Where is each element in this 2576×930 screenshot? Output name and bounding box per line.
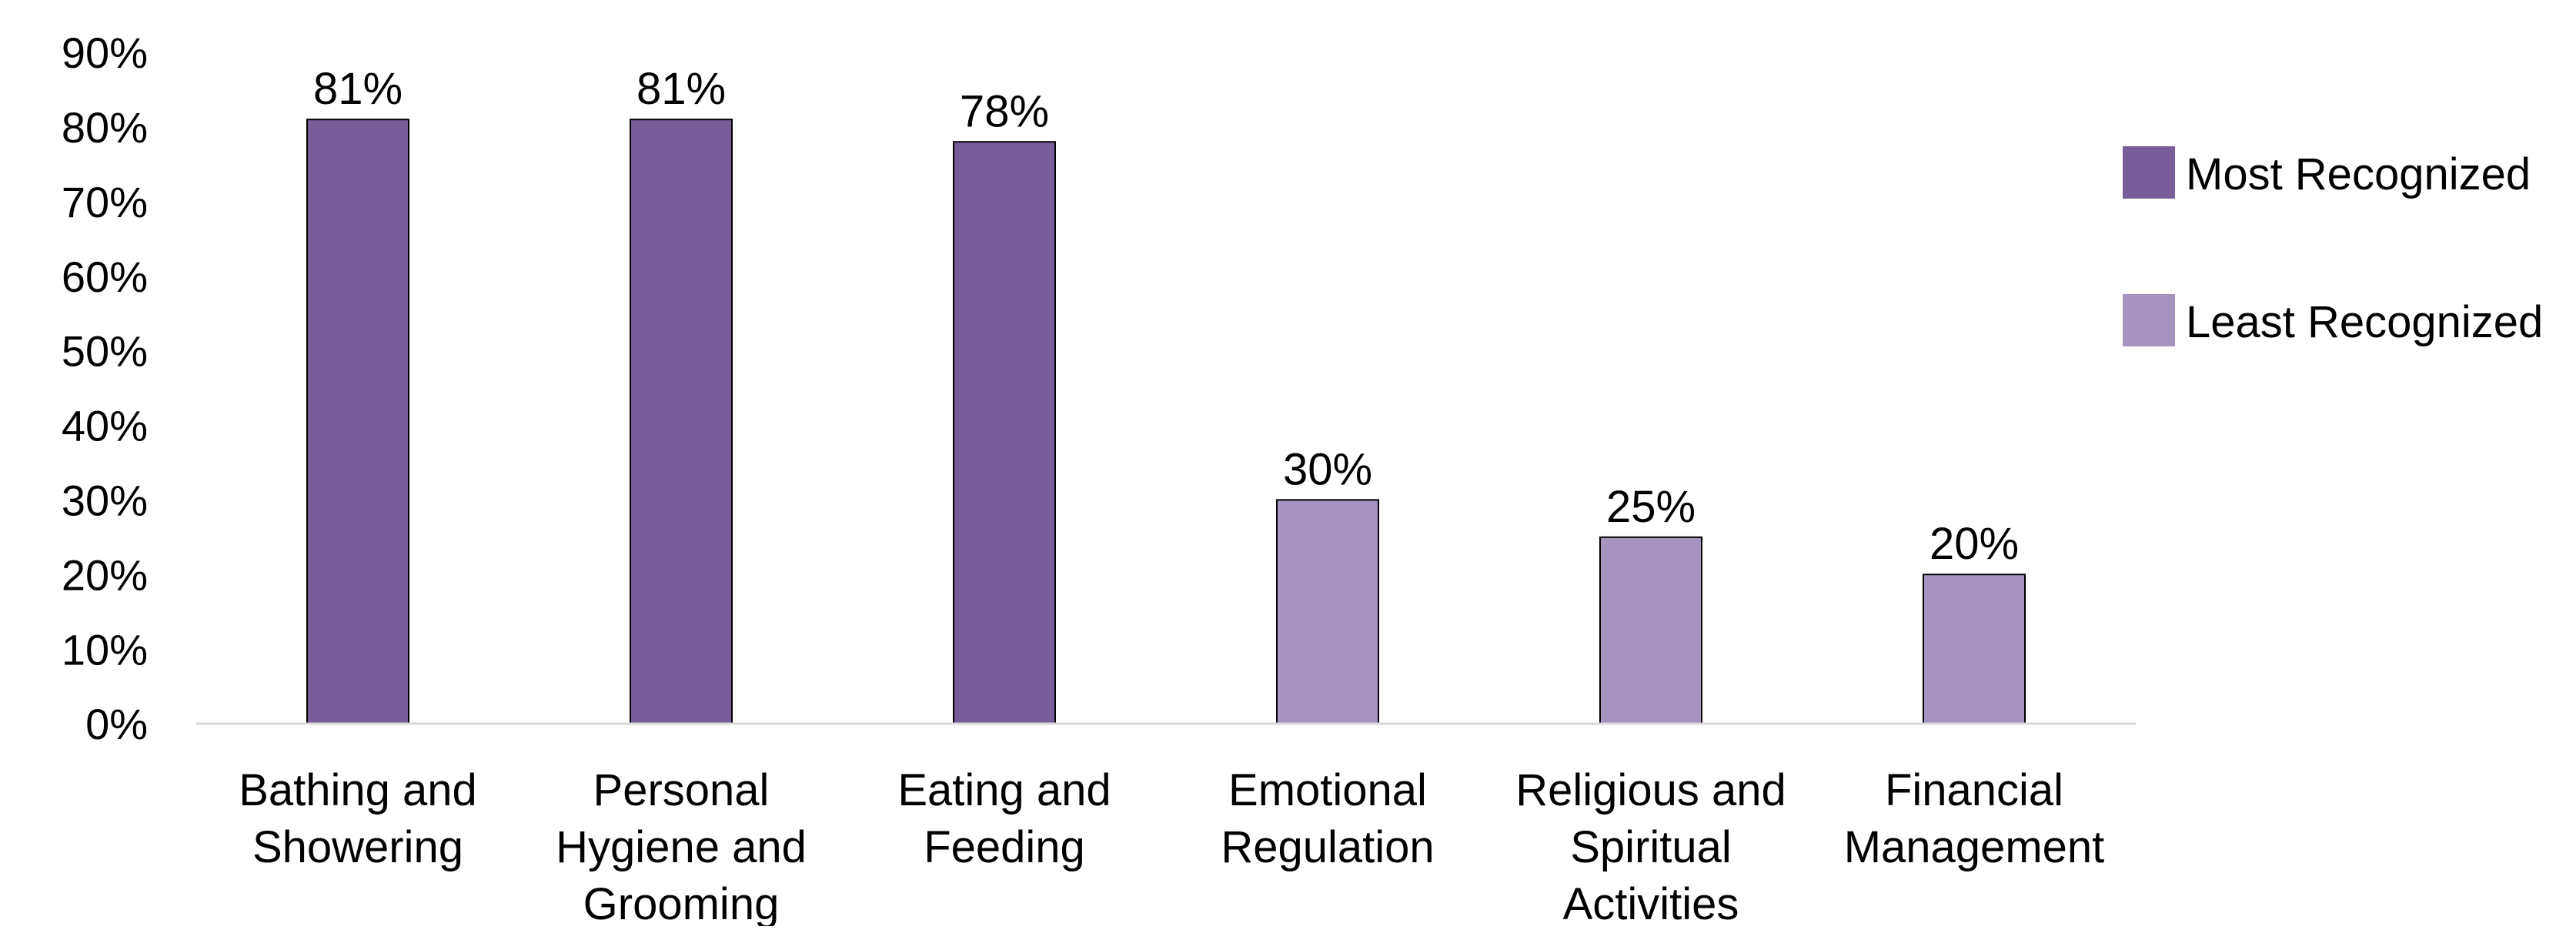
legend-label: Least Recognized <box>2186 297 2543 347</box>
x-tick-label-line: Emotional <box>1228 765 1427 815</box>
x-tick-label: Personal Hygiene and Grooming <box>556 765 807 926</box>
x-tick-label-line: Showering <box>252 822 463 872</box>
bar-6 <box>1923 574 2026 724</box>
y-tick-label: 20% <box>62 550 148 599</box>
x-tick-label-line: Regulation <box>1221 822 1434 872</box>
y-tick-label: 30% <box>62 476 148 524</box>
bar-1 <box>306 119 409 724</box>
data-label: 25% <box>1606 482 1696 532</box>
x-tick-label-line: Grooming <box>583 879 780 926</box>
bar-4 <box>1276 499 1379 724</box>
x-tick-label: Eating and Feeding <box>897 765 1111 872</box>
x-tick-label: Religious and Spiritual Activities <box>1515 765 1786 926</box>
x-tick-label-line: Spiritual <box>1570 822 1732 872</box>
legend-label: Most Recognized <box>2186 149 2531 199</box>
x-tick-label-line: Religious and <box>1515 765 1786 815</box>
data-label: 81% <box>636 64 726 114</box>
data-label: 81% <box>313 64 403 114</box>
x-tick-label: Emotional Regulation <box>1221 765 1434 872</box>
x-tick-label-line: Bathing and <box>239 765 477 815</box>
y-axis-tick-labels: 0% 10% 20% 30% 40% 50% 60% 70% 80% 90% <box>62 28 148 748</box>
data-label: 78% <box>960 86 1049 136</box>
data-label: 30% <box>1283 444 1372 494</box>
y-tick-label: 50% <box>62 327 148 376</box>
y-tick-label: 10% <box>62 625 148 674</box>
bars <box>306 119 2026 724</box>
x-tick-label-line: Personal <box>593 765 770 815</box>
x-axis-category-labels: Bathing and Showering Personal Hygiene and G… <box>239 765 2105 929</box>
bar-2 <box>630 119 733 724</box>
x-tick-label: Financial Management <box>1844 765 2105 872</box>
data-label: 20% <box>1929 519 2019 569</box>
x-tick-label-line: Feeding <box>924 822 1085 872</box>
y-tick-label: 0% <box>85 700 148 748</box>
data-labels: 81% 81% 78% 30% 25% 20% <box>313 64 2019 569</box>
x-tick-label-line: Eating and <box>897 765 1111 815</box>
y-tick-label: 40% <box>62 402 148 450</box>
legend-swatch <box>2123 294 2175 346</box>
x-tick-label-line: Financial <box>1885 765 2063 815</box>
y-tick-label: 90% <box>62 28 148 77</box>
x-tick-label-line: Activities <box>1563 879 1739 926</box>
legend: Most Recognized Least Recognized <box>2123 146 2543 347</box>
bar-3 <box>953 141 1056 724</box>
y-tick-label: 80% <box>62 103 148 152</box>
y-tick-label: 70% <box>62 178 148 226</box>
bar-5 <box>1599 536 1702 724</box>
y-tick-label: 60% <box>62 253 148 301</box>
x-tick-label-line: Hygiene and <box>556 822 807 872</box>
legend-swatch <box>2123 146 2175 199</box>
x-tick-label-line: Management <box>1844 822 2105 872</box>
x-tick-label: Bathing and Showering <box>239 765 477 872</box>
